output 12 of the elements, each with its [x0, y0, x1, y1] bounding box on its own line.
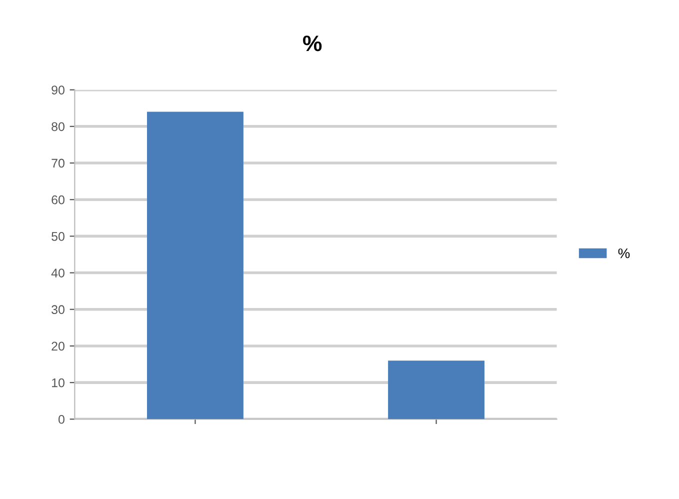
y-tick-label: 30 [52, 305, 64, 314]
y-tick-label: 60 [52, 195, 64, 204]
y-tick-label: 0 [58, 414, 64, 424]
y-tick-label: 50 [52, 232, 64, 241]
y-tick-label: 70 [52, 158, 64, 168]
y-tick-label: 20 [52, 342, 64, 351]
y-tick-label: 80 [52, 122, 64, 132]
chart-title: % [303, 36, 322, 52]
y-tick-label: 90 [52, 86, 64, 94]
legend-label: % [618, 248, 630, 258]
y-tick-label: 10 [52, 378, 64, 388]
y-tick-label: 40 [51, 268, 64, 278]
